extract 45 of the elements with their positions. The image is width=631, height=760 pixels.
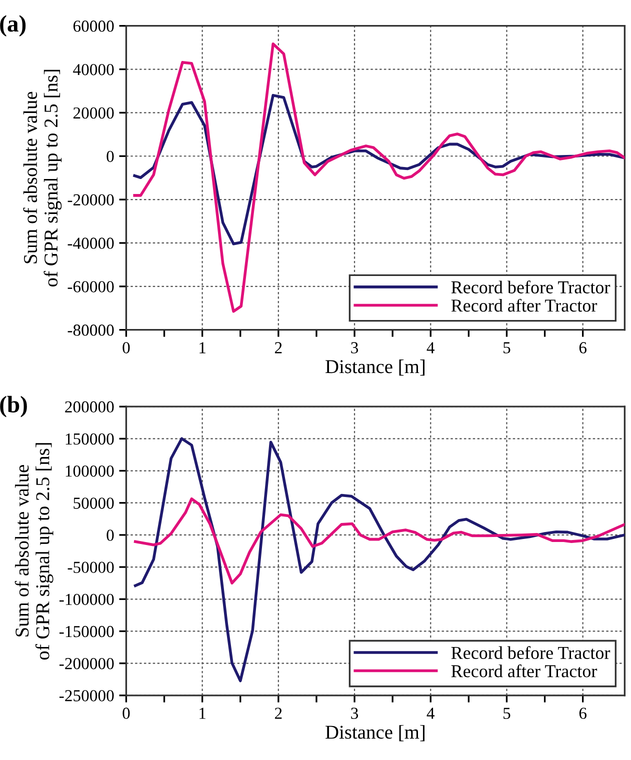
y-axis-title: Sum of absolute value of GPR signal up to 2.5 [ns] xyxy=(14,443,54,660)
y-tick-label: 200000 xyxy=(65,401,114,413)
line-series xyxy=(134,497,625,584)
legend-label: Record before Tractor xyxy=(451,280,610,294)
x-tick-label: 3 xyxy=(351,708,358,719)
x-tick-label: 1 xyxy=(200,342,206,354)
y-tick-label: -250000 xyxy=(59,690,114,702)
y-tick-label: -80000 xyxy=(68,324,114,336)
y-tick-label: 150000 xyxy=(66,433,114,445)
y-tick-label: 50000 xyxy=(74,498,114,509)
x-tick-label: 0 xyxy=(122,708,130,719)
x-tick-label: 4 xyxy=(426,342,435,354)
legend-label: Record before Tractor xyxy=(451,646,610,659)
x-tick-label: 2 xyxy=(274,342,282,354)
y-tick-label: -60000 xyxy=(68,281,114,292)
y-tick-label: 100000 xyxy=(66,465,114,477)
x-tick-label: 5 xyxy=(504,342,510,354)
y-tick-label: 40000 xyxy=(73,64,114,76)
y-axis-title: Sum of absolute value of GPR signal up to 2.5 [ns] xyxy=(23,70,62,286)
y-tick-label: -50000 xyxy=(68,562,114,573)
x-tick-label: 3 xyxy=(351,342,358,354)
y-tick-label: 0 xyxy=(106,530,114,541)
line-series xyxy=(133,42,625,313)
y-tick-label: 0 xyxy=(106,150,114,162)
x-tick-label: 6 xyxy=(579,342,586,354)
x-tick-label: 6 xyxy=(579,708,586,719)
chart-title: (b) xyxy=(0,396,27,418)
x-tick-label: 2 xyxy=(274,708,282,719)
x-tick-label: 4 xyxy=(426,708,435,719)
y-tick-label: 60000 xyxy=(73,20,114,32)
y-tick-label: -200000 xyxy=(59,658,114,670)
x-tick-label: 5 xyxy=(504,708,510,719)
y-tick-label: -40000 xyxy=(68,238,114,249)
x-axis-title: Distance [m] xyxy=(326,360,424,376)
line-series xyxy=(134,437,625,682)
x-axis-title: Distance [m] xyxy=(326,725,424,742)
legend-label: Record after Tractor xyxy=(451,664,598,678)
x-tick-label: 0 xyxy=(122,342,130,354)
y-tick-label: -150000 xyxy=(59,626,114,638)
chart-title: (a) xyxy=(0,15,26,37)
y-tick-label: -20000 xyxy=(68,194,114,206)
x-tick-label: 1 xyxy=(200,708,206,719)
y-tick-label: 20000 xyxy=(73,107,114,119)
legend-label: Record after Tractor xyxy=(451,298,598,312)
y-tick-label: -100000 xyxy=(59,594,114,606)
